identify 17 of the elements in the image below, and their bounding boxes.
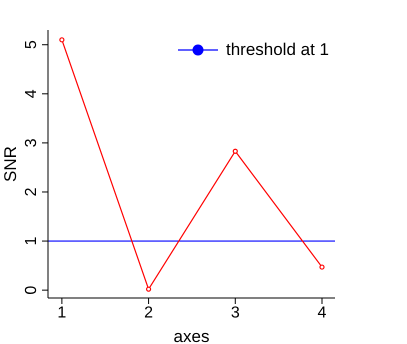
y-tick-label: 5 [23, 40, 40, 50]
x-axis-title: axes [174, 327, 210, 344]
y-axis-title: SNR [1, 146, 20, 182]
legend-label: threshold at 1 [226, 40, 329, 60]
x-tick-label: 2 [144, 304, 154, 322]
point [146, 286, 152, 292]
y-tick-label: 3 [23, 138, 40, 148]
point [232, 148, 238, 154]
y-tick-label: 2 [23, 187, 40, 196]
y-tick-label: 4 [23, 89, 40, 98]
y-tick-label: 0 [23, 286, 40, 295]
x-tick-label: 1 [57, 304, 66, 322]
x-tick-label: 4 [318, 304, 327, 322]
y-tick-label: 1 [23, 236, 40, 246]
point [59, 37, 64, 42]
x-tick-label: 3 [230, 304, 240, 322]
point [319, 264, 325, 270]
